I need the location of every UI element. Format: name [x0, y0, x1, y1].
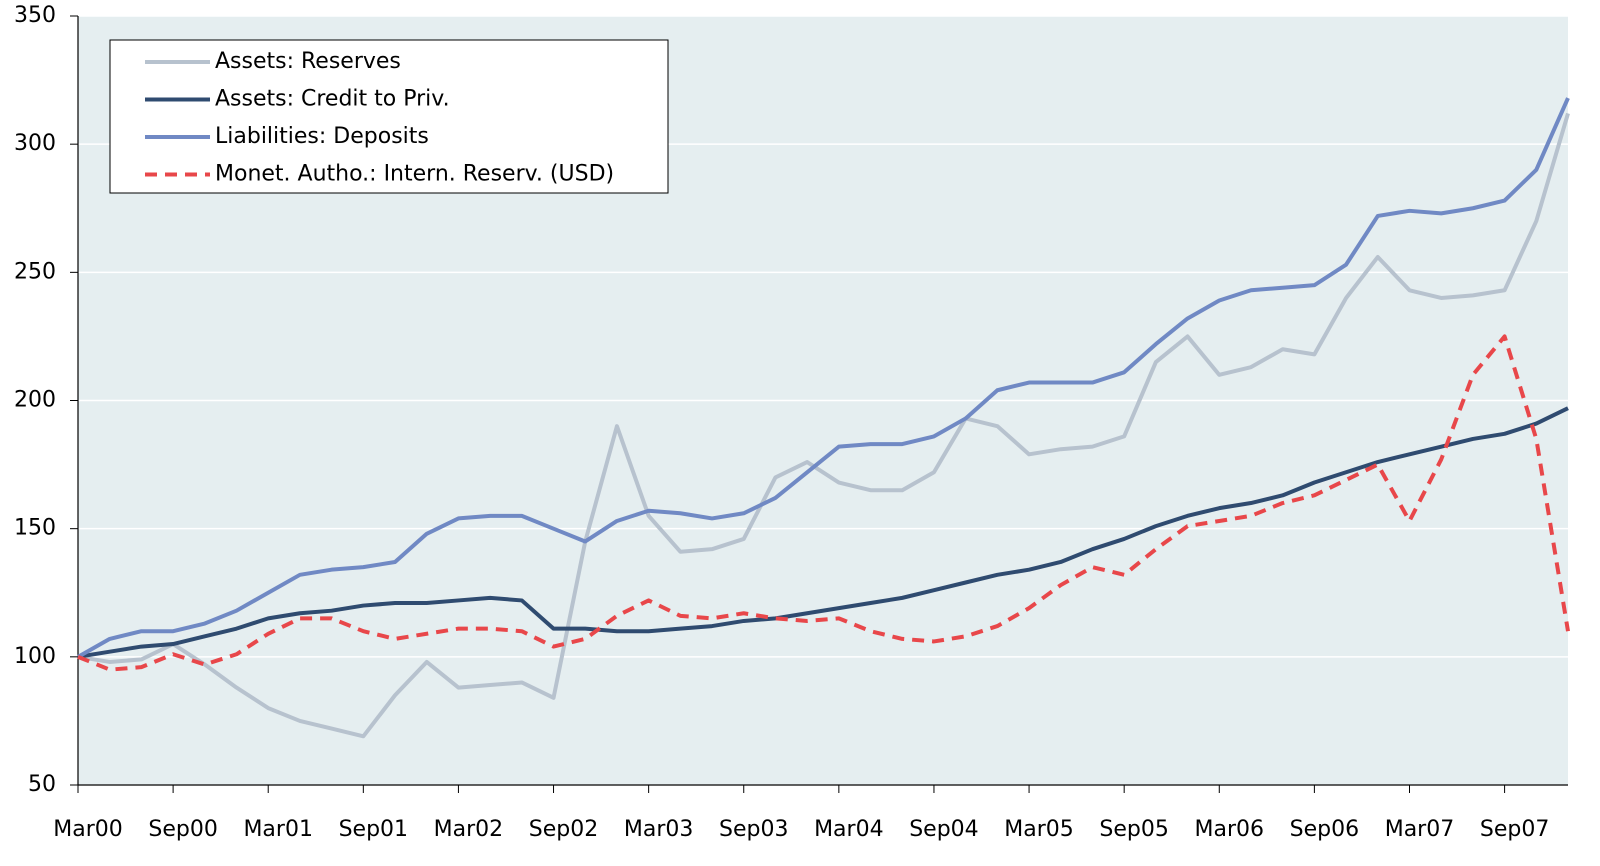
- x-tick-label: Sep00: [148, 817, 217, 842]
- y-tick-label: 250: [14, 259, 56, 284]
- x-tick-label: Sep05: [1099, 817, 1168, 842]
- legend-label: Liabilities: Deposits: [215, 124, 429, 149]
- x-tick-label: Mar03: [624, 817, 694, 842]
- series-line: [77, 112, 1570, 739]
- x-tick-label: Sep04: [909, 817, 978, 842]
- legend-label: Assets: Reserves: [215, 49, 401, 74]
- x-tick-label: Sep02: [529, 817, 598, 842]
- series-line: [77, 97, 1570, 659]
- x-tick-label: Mar04: [814, 817, 884, 842]
- x-tick-label: Mar00: [53, 817, 123, 842]
- legend-label: Monet. Autho.: Intern. Reserv. (USD): [215, 162, 614, 187]
- x-tick-label: Sep03: [719, 817, 788, 842]
- x-tick-label: Mar02: [434, 817, 504, 842]
- legend-label: Assets: Credit to Priv.: [215, 87, 450, 112]
- x-tick-label: Sep07: [1480, 817, 1549, 842]
- x-tick-label: Mar07: [1385, 817, 1455, 842]
- y-tick-label: 150: [14, 516, 56, 541]
- x-tick-label: Sep06: [1290, 817, 1359, 842]
- legend: Assets: Reserves Assets: Credit to Priv. L…: [109, 39, 669, 194]
- series-line: [77, 334, 1570, 672]
- y-tick-label: 300: [14, 131, 56, 156]
- y-tick-label: 100: [14, 644, 56, 669]
- y-tick-label: 200: [14, 388, 56, 413]
- x-tick-label: Mar06: [1195, 817, 1265, 842]
- x-tick-label: Mar01: [243, 817, 313, 842]
- y-tick-label: 50: [28, 772, 56, 797]
- x-tick-label: Sep01: [339, 817, 408, 842]
- x-tick-label: Mar05: [1004, 817, 1074, 842]
- legend-box: [109, 39, 669, 194]
- series-line: [77, 406, 1569, 659]
- y-tick-label: 350: [14, 3, 56, 28]
